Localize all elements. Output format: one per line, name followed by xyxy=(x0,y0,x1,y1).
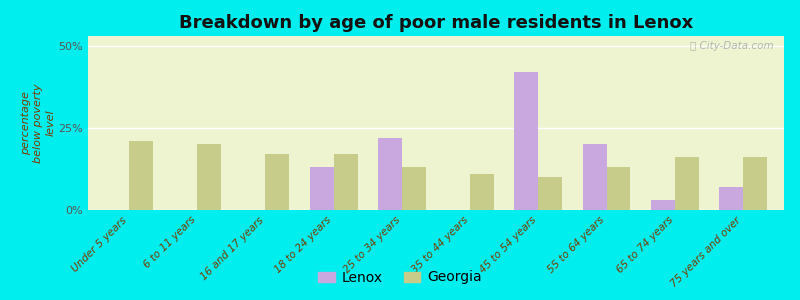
Title: Breakdown by age of poor male residents in Lenox: Breakdown by age of poor male residents … xyxy=(179,14,693,32)
Bar xyxy=(402,167,426,210)
Y-axis label: percentage
below poverty
level: percentage below poverty level xyxy=(21,83,56,163)
Bar xyxy=(310,167,334,210)
Bar xyxy=(334,154,358,210)
Bar xyxy=(675,158,698,210)
Bar xyxy=(470,174,494,210)
Bar xyxy=(743,158,767,210)
Bar xyxy=(582,144,606,210)
Bar xyxy=(651,200,675,210)
Bar xyxy=(514,72,538,210)
Bar xyxy=(719,187,743,210)
Text: ⓘ City-Data.com: ⓘ City-Data.com xyxy=(690,41,774,51)
Bar xyxy=(606,167,630,210)
Bar xyxy=(378,138,402,210)
Bar xyxy=(197,144,221,210)
Bar xyxy=(538,177,562,210)
Bar xyxy=(266,154,290,210)
Bar xyxy=(129,141,153,210)
Legend: Lenox, Georgia: Lenox, Georgia xyxy=(313,265,487,290)
